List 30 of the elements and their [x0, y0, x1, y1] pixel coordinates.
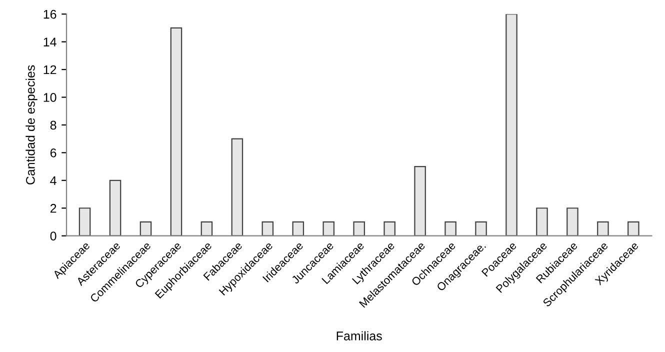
bar	[414, 166, 426, 236]
bar	[506, 14, 518, 236]
bar	[78, 208, 91, 236]
bar	[140, 221, 152, 236]
x-axis-title: Familias	[336, 331, 382, 340]
bar	[109, 180, 122, 236]
y-tick-label: 6	[50, 148, 56, 158]
y-tick-label: 12	[44, 65, 56, 74]
bar	[353, 221, 365, 236]
bar	[231, 138, 244, 236]
bar	[597, 221, 609, 236]
bar	[170, 27, 182, 236]
y-tick-label: 8	[50, 120, 56, 130]
bar	[475, 221, 487, 236]
y-tick-label: 0	[50, 232, 56, 240]
bar	[200, 221, 213, 236]
y-tick-label: 4	[50, 176, 56, 185]
bar	[322, 221, 335, 236]
bar	[566, 208, 578, 236]
y-tick-label: 10	[44, 93, 56, 102]
bar	[384, 221, 396, 236]
y-tick-label: 14	[44, 38, 56, 46]
y-tick-label: 2	[50, 204, 56, 213]
bar	[262, 221, 274, 236]
bar	[292, 221, 304, 236]
bar	[536, 208, 548, 236]
y-axis-title: Cantidad de especies	[26, 65, 38, 184]
bar	[444, 221, 456, 236]
y-tick-label: 16	[44, 10, 56, 19]
bar	[628, 221, 640, 236]
